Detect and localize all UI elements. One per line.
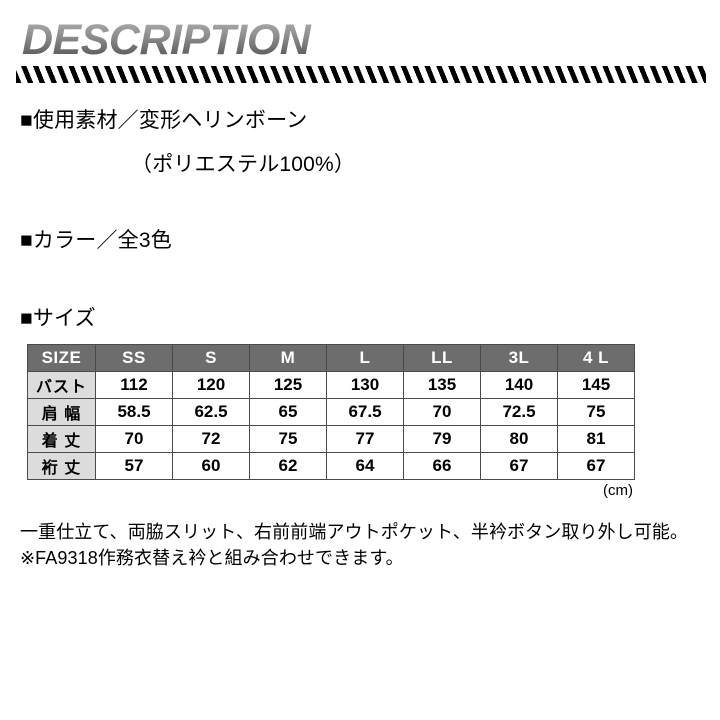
- table-cell: 57: [95, 452, 173, 480]
- table-cell: 58.5: [95, 398, 173, 426]
- row-label-sleeve-length: 裄 丈: [27, 452, 96, 480]
- table-cell: 75: [249, 425, 327, 453]
- table-cell: 145: [557, 371, 635, 399]
- table-header-cell-l: L: [326, 344, 404, 372]
- table-cell: 72: [172, 425, 250, 453]
- table-cell: 135: [403, 371, 481, 399]
- table-cell: 70: [95, 425, 173, 453]
- material-label: ■使用素材／変形ヘリンボーン: [20, 109, 308, 132]
- table-cell: 60: [172, 452, 250, 480]
- table-unit-label: (cm): [603, 482, 633, 499]
- table-header-cell-s: S: [172, 344, 250, 372]
- table-cell: 66: [403, 452, 481, 480]
- table-header-cell-ss: SS: [95, 344, 173, 372]
- table-header-row: SIZE SS S M L LL 3L 4 L: [27, 344, 635, 372]
- table-cell: 62.5: [172, 398, 250, 426]
- table-header-cell-4l: 4 L: [557, 344, 635, 372]
- row-label-bust: バスト: [27, 371, 96, 399]
- page-title: DESCRIPTION: [22, 16, 702, 64]
- material-composition: （ポリエステル100%）: [131, 153, 356, 176]
- page-header: DESCRIPTION: [16, 16, 706, 83]
- diagonal-stripes-divider: [16, 66, 706, 83]
- table-row: 裄 丈 57 60 62 64 66 67 67: [27, 452, 635, 480]
- table-cell: 81: [557, 425, 635, 453]
- table-cell: 140: [480, 371, 558, 399]
- table-header-cell-m: M: [249, 344, 327, 372]
- table-header-cell-size: SIZE: [27, 344, 96, 372]
- table-cell: 67: [557, 452, 635, 480]
- table-cell: 130: [326, 371, 404, 399]
- table-header-cell-ll: LL: [403, 344, 481, 372]
- note-construction: 一重仕立て、両脇スリット、右前前端アウトポケット、半衿ボタン取り外し可能。: [20, 522, 689, 542]
- table-row: 肩 幅 58.5 62.5 65 67.5 70 72.5 75: [27, 398, 635, 426]
- table-cell: 120: [172, 371, 250, 399]
- row-label-shoulder-width: 肩 幅: [27, 398, 96, 426]
- table-row: 着 丈 70 72 75 77 79 80 81: [27, 425, 635, 453]
- table-cell: 79: [403, 425, 481, 453]
- note-compatibility: ※FA9318作務衣替え衿と組み合わせできます。: [20, 548, 404, 568]
- table-cell: 67.5: [326, 398, 404, 426]
- table-cell: 70: [403, 398, 481, 426]
- size-table: SIZE SS S M L LL 3L 4 L バスト 112 120 125 …: [27, 344, 635, 480]
- table-cell: 62: [249, 452, 327, 480]
- table-cell: 67: [480, 452, 558, 480]
- color-label: ■カラー／全3色: [20, 229, 172, 252]
- size-label: ■サイズ: [20, 307, 96, 330]
- table-cell: 80: [480, 425, 558, 453]
- row-label-length: 着 丈: [27, 425, 96, 453]
- table-cell: 77: [326, 425, 404, 453]
- table-cell: 112: [95, 371, 173, 399]
- table-cell: 65: [249, 398, 327, 426]
- table-row: バスト 112 120 125 130 135 140 145: [27, 371, 635, 399]
- table-cell: 72.5: [480, 398, 558, 426]
- table-header-cell-3l: 3L: [480, 344, 558, 372]
- table-cell: 64: [326, 452, 404, 480]
- table-cell: 125: [249, 371, 327, 399]
- table-cell: 75: [557, 398, 635, 426]
